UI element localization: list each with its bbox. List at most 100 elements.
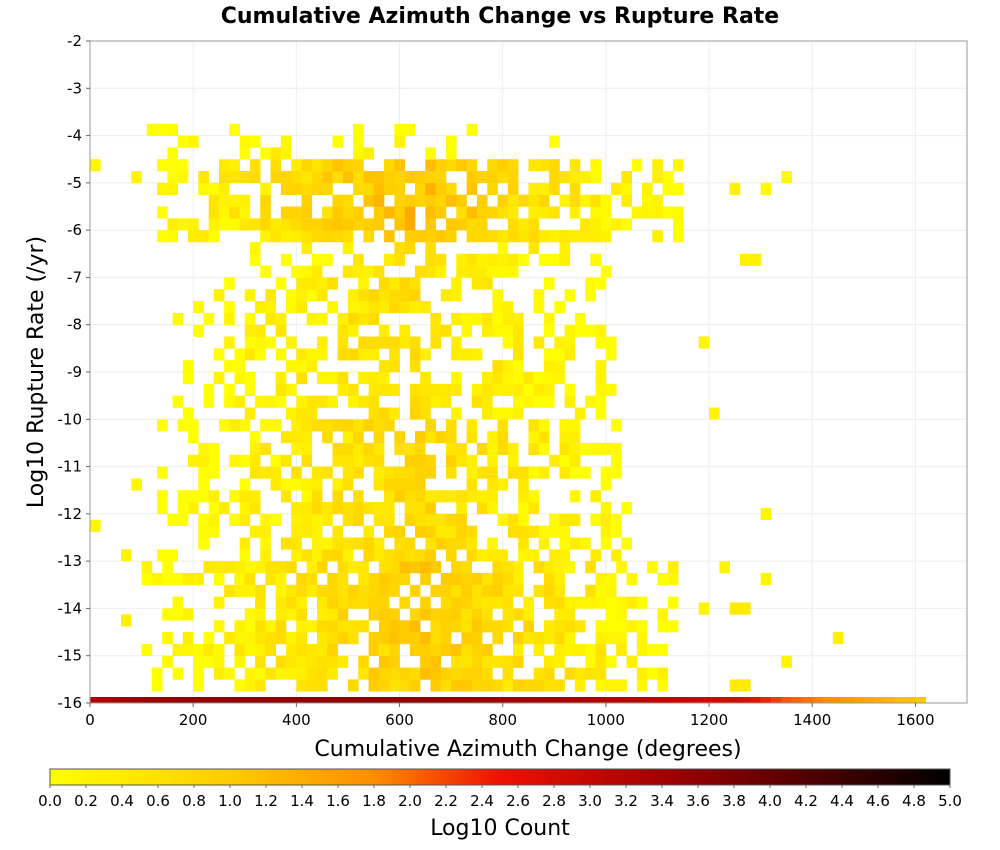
heatmap-cell [301,171,313,184]
heatmap-cell [384,502,395,515]
heatmap-cell [332,171,344,184]
heatmap-cell [497,171,509,184]
heatmap-cell [353,490,364,503]
colorbar-tick-label: 1.6 [326,792,350,810]
heatmap-cell [698,697,710,703]
heatmap-cell [451,667,462,680]
heatmap-cell [636,596,648,609]
heatmap-cell [430,336,442,349]
heatmap-cell [451,584,462,597]
heatmap-cell [213,289,225,302]
heatmap-cell [590,218,602,231]
heatmap-cell [585,655,596,668]
heatmap-cell [471,312,483,326]
heatmap-cell [513,561,524,574]
heatmap-cell [626,697,638,703]
heatmap-cell [616,620,627,633]
heatmap-cell [482,620,493,633]
heatmap-cell [600,442,612,456]
heatmap-cell [306,697,318,703]
heatmap-cell [440,679,452,692]
heatmap-cell [229,513,240,526]
heatmap-cell [213,697,225,703]
heatmap-cell [337,372,349,385]
heatmap-cell [368,679,380,692]
heatmap-cell [110,697,122,703]
heatmap-cell [286,667,297,680]
heatmap-cell [327,572,338,586]
heatmap-cell [523,697,534,703]
heatmap-cell [244,608,256,621]
heatmap-cell [564,383,576,396]
heatmap-cell [451,561,462,574]
heatmap-cell [580,442,591,456]
heatmap-cell [332,502,344,515]
heatmap-cell [451,407,462,420]
heatmap-cell [781,697,792,703]
heatmap-cell [528,525,540,538]
heatmap-cell [456,537,467,550]
colorbar-tick-label: 5.0 [938,792,962,810]
y-tick-label: -2 [67,32,82,50]
heatmap-cell [487,431,498,444]
heatmap-cell [249,253,261,266]
heatmap-cell [301,182,313,195]
heatmap-cell [373,478,385,491]
heatmap-cell [239,513,251,526]
heatmap-cell [466,230,478,243]
heatmap-cell [492,360,504,373]
heatmap-cell [311,171,323,184]
heatmap-cell [456,513,467,526]
heatmap-cell [894,697,906,703]
heatmap-cell [353,218,364,231]
heatmap-cell [657,679,669,692]
heatmap-cell [600,478,612,491]
heatmap-cell [234,679,246,692]
heatmap-cell [430,312,442,326]
heatmap-cell [585,277,596,290]
heatmap-cell [167,147,178,160]
heatmap-cell [249,454,261,467]
heatmap-cell [280,431,292,444]
heatmap-cell [249,466,261,479]
heatmap-cell [291,478,302,491]
heatmap-cell [543,360,555,373]
heatmap-cell [311,513,323,526]
heatmap-cell [224,301,235,314]
heatmap-cell [430,632,442,645]
heatmap-cell [280,171,292,184]
heatmap-cell [497,478,509,491]
y-tick-label: -4 [67,127,82,145]
heatmap-cell [384,513,395,526]
heatmap-cell [332,206,344,219]
heatmap-cell [740,697,751,703]
heatmap-cell [425,206,436,219]
heatmap-cell [760,507,772,521]
heatmap-cell [342,454,354,467]
heatmap-cell [208,442,220,456]
heatmap-cell [440,324,452,337]
heatmap-cell [358,301,369,314]
heatmap-cell [507,218,519,231]
heatmap-cell [528,206,540,219]
heatmap-cell [301,549,313,562]
heatmap-cell [244,667,256,680]
heatmap-cell [476,442,488,456]
heatmap-cell [538,206,550,219]
heatmap-cell [569,454,581,467]
colorbar-tick-label: 3.0 [578,792,602,810]
heatmap-cell [636,643,648,657]
heatmap-cell [389,336,400,349]
heatmap-cell [182,697,194,703]
heatmap-cell [167,218,178,231]
heatmap-cell [332,549,344,562]
heatmap-cell [409,561,421,574]
heatmap-cell [574,324,586,337]
heatmap-cell [265,336,277,349]
heatmap-cell [342,478,354,491]
colorbar-tick-label: 0.6 [146,792,170,810]
heatmap-cell [425,549,436,562]
heatmap-cell [709,697,720,703]
heatmap-cell [466,182,478,195]
heatmap-cell [275,655,287,668]
